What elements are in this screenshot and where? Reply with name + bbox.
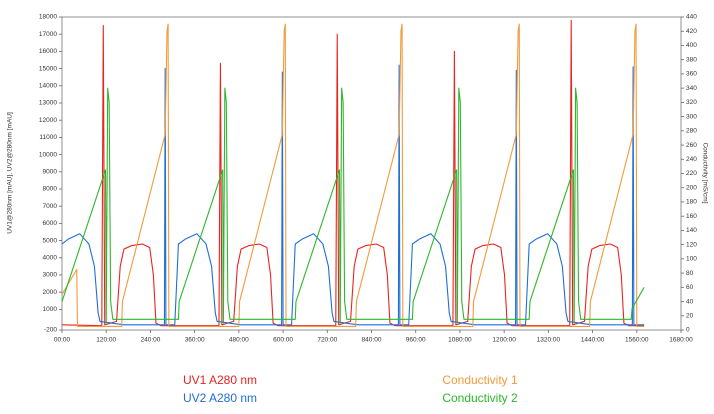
series-line xyxy=(61,87,645,324)
x-tick-label: 240:00 xyxy=(140,337,160,344)
y-tick-label: 6000 xyxy=(43,220,58,227)
y-tick-label: 12000 xyxy=(39,117,57,124)
legend-label: Conductivity 1 xyxy=(442,373,518,387)
x-tick-label: 960:00 xyxy=(406,337,426,344)
y-tick-label: 15000 xyxy=(39,65,57,72)
y-tick-label: 16000 xyxy=(39,48,57,55)
y-tick-label: 13000 xyxy=(39,100,57,107)
y2-tick-label: 120 xyxy=(686,241,697,248)
x-tick-label: 1200:00 xyxy=(492,337,516,344)
y-tick-label: 8000 xyxy=(43,186,58,193)
x-tick-label: 1440:00 xyxy=(581,337,605,344)
y-tick-label: 1000 xyxy=(43,306,58,313)
y-axis-title: UV1@280nm [mAU], UV2@280nm [mAU] xyxy=(7,112,14,234)
series-line xyxy=(61,64,645,326)
x-tick-label: 00:00 xyxy=(54,337,71,344)
legend-label: Conductivity 2 xyxy=(442,391,518,405)
x-tick-label: 120:00 xyxy=(96,337,116,344)
y2-tick-label: 100 xyxy=(686,256,697,263)
x-tick-label: 840:00 xyxy=(362,337,382,344)
y2-tick-label: 320 xyxy=(686,99,697,106)
legend-label: UV1 A280 nm xyxy=(183,373,257,387)
x-tick-label: 1680:00 xyxy=(669,337,693,344)
y2-tick-label: 0 xyxy=(686,327,690,334)
y2-tick-label: 200 xyxy=(686,184,697,191)
y-tick-label: 14000 xyxy=(39,83,57,90)
legend-label: UV2 A280 nm xyxy=(183,391,257,405)
y2-tick-label: 140 xyxy=(686,227,697,234)
y-tick-label: 3000 xyxy=(43,272,58,279)
y2-tick-label: 440 xyxy=(686,14,697,21)
y-tick-label: 11000 xyxy=(39,134,57,141)
x-tick-label: 1320:00 xyxy=(537,337,561,344)
y-tick-label: 9000 xyxy=(43,168,58,175)
y2-tick-label: 380 xyxy=(686,56,697,63)
x-tick-label: 360:00 xyxy=(185,337,205,344)
y-tick-label: 18000 xyxy=(39,14,57,21)
y-tick-label: 4000 xyxy=(43,254,58,261)
y-tick-label: 5000 xyxy=(43,237,58,244)
y2-tick-label: 420 xyxy=(686,28,697,35)
series-line xyxy=(61,23,645,327)
y2-axis-title: Conductivity [mS/cm] xyxy=(701,142,708,203)
y2-tick-label: 400 xyxy=(686,42,697,49)
x-tick-label: 720:00 xyxy=(317,337,337,344)
x-tick-label: 1560:00 xyxy=(625,337,649,344)
x-tick-label: 480:00 xyxy=(229,337,249,344)
y2-tick-label: 160 xyxy=(686,213,697,220)
y2-tick-label: 300 xyxy=(686,113,697,120)
y2-tick-label: 240 xyxy=(686,156,697,163)
y-tick-label: 7000 xyxy=(43,203,58,210)
y2-tick-label: 40 xyxy=(686,298,694,305)
y2-tick-label: 60 xyxy=(686,284,694,291)
y-tick-label: -200 xyxy=(44,327,57,334)
y2-tick-label: 80 xyxy=(686,270,694,277)
series-line xyxy=(61,19,645,327)
y2-tick-label: 20 xyxy=(686,312,694,319)
y2-tick-label: 260 xyxy=(686,142,697,149)
y-tick-label: 10000 xyxy=(39,151,57,158)
y2-tick-label: 360 xyxy=(686,71,697,78)
y2-tick-label: 220 xyxy=(686,170,697,177)
x-tick-label: 1080:00 xyxy=(448,337,472,344)
y-tick-label: 2000 xyxy=(43,289,58,296)
y2-tick-label: 280 xyxy=(686,128,697,135)
x-tick-label: 600:00 xyxy=(273,337,293,344)
y-tick-label: 17000 xyxy=(39,31,57,38)
y2-tick-label: 340 xyxy=(686,85,697,92)
y2-tick-label: 180 xyxy=(686,199,697,206)
